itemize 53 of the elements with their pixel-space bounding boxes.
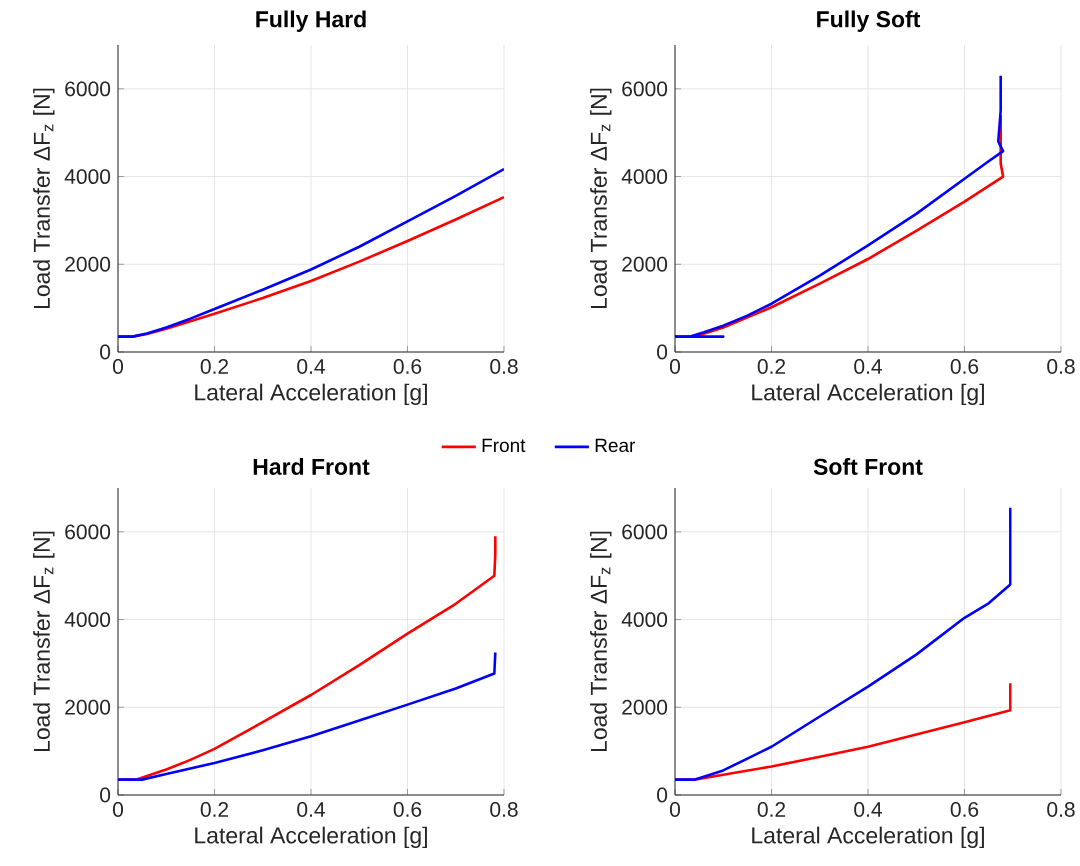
- y-tick-label: 2000: [65, 699, 111, 715]
- x-tick-label: 0.8: [490, 802, 518, 817]
- y-tick-label: 2000: [622, 699, 668, 715]
- x-tick-label: 0: [669, 359, 681, 374]
- x-tick-label: 0: [669, 802, 681, 817]
- y-axis-title: Load Transfer ΔF$_{z}$ [N]: [590, 88, 612, 309]
- x-tick-label: 0: [112, 359, 124, 374]
- line-series: [118, 167, 504, 338]
- x-tick-label: 0.2: [757, 802, 786, 817]
- y-tick-label: 0: [657, 344, 668, 360]
- y-axis-title: Load Transfer ΔF$_{z}$ [N]: [33, 88, 55, 309]
- y-tick-label: 2000: [65, 256, 111, 272]
- y-tick-label: 6000: [622, 524, 668, 540]
- y-tick-label: 6000: [65, 524, 111, 540]
- chart-title: Fully Soft: [817, 10, 921, 32]
- y-tick-label: 4000: [621, 169, 668, 185]
- y-tick-label: 6000: [622, 81, 668, 97]
- x-tick-label: 0.4: [854, 359, 882, 374]
- x-tick-label: 0.6: [393, 802, 422, 817]
- legend-label: Front: [482, 438, 526, 453]
- x-tick-label: 0.8: [1047, 359, 1075, 374]
- x-tick-label: 0.6: [393, 359, 422, 374]
- x-axis-title: Lateral Acceleration [g]: [195, 826, 427, 849]
- x-axis-title: Lateral Acceleration [g]: [752, 383, 984, 406]
- y-tick-label: 0: [100, 344, 111, 360]
- legend-label: Rear: [595, 438, 636, 453]
- y-tick-label: 0: [657, 787, 668, 803]
- x-tick-label: 0.8: [1047, 802, 1075, 817]
- line-series: [118, 651, 497, 781]
- x-tick-label: 0: [112, 802, 124, 817]
- x-axis-title: Lateral Acceleration [g]: [752, 826, 984, 849]
- x-tick-label: 0.6: [950, 359, 979, 374]
- chart-title: Fully Hard: [256, 10, 366, 32]
- x-tick-label: 0.2: [200, 802, 229, 817]
- y-tick-label: 0: [100, 787, 111, 803]
- x-tick-label: 0.8: [490, 359, 518, 374]
- x-tick-label: 0.2: [757, 359, 786, 374]
- y-tick-label: 4000: [64, 169, 111, 185]
- y-tick-label: 6000: [65, 81, 111, 97]
- x-tick-label: 0.2: [200, 359, 229, 374]
- line-series: [675, 506, 1012, 781]
- x-axis-title: Lateral Acceleration [g]: [195, 383, 427, 406]
- y-tick-label: 2000: [622, 256, 668, 272]
- y-axis-title: Load Transfer ΔF$_{z}$ [N]: [590, 531, 612, 752]
- x-tick-label: 0.6: [950, 802, 979, 817]
- x-tick-label: 0.4: [297, 359, 325, 374]
- x-tick-label: 0.4: [854, 802, 882, 817]
- y-tick-label: 4000: [621, 612, 668, 628]
- x-tick-label: 0.4: [297, 802, 325, 817]
- chart-title: Hard Front: [253, 458, 370, 475]
- y-tick-label: 4000: [64, 612, 111, 628]
- chart-title: Soft Front: [813, 458, 923, 475]
- y-axis-title: Load Transfer ΔF$_{z}$ [N]: [33, 531, 55, 752]
